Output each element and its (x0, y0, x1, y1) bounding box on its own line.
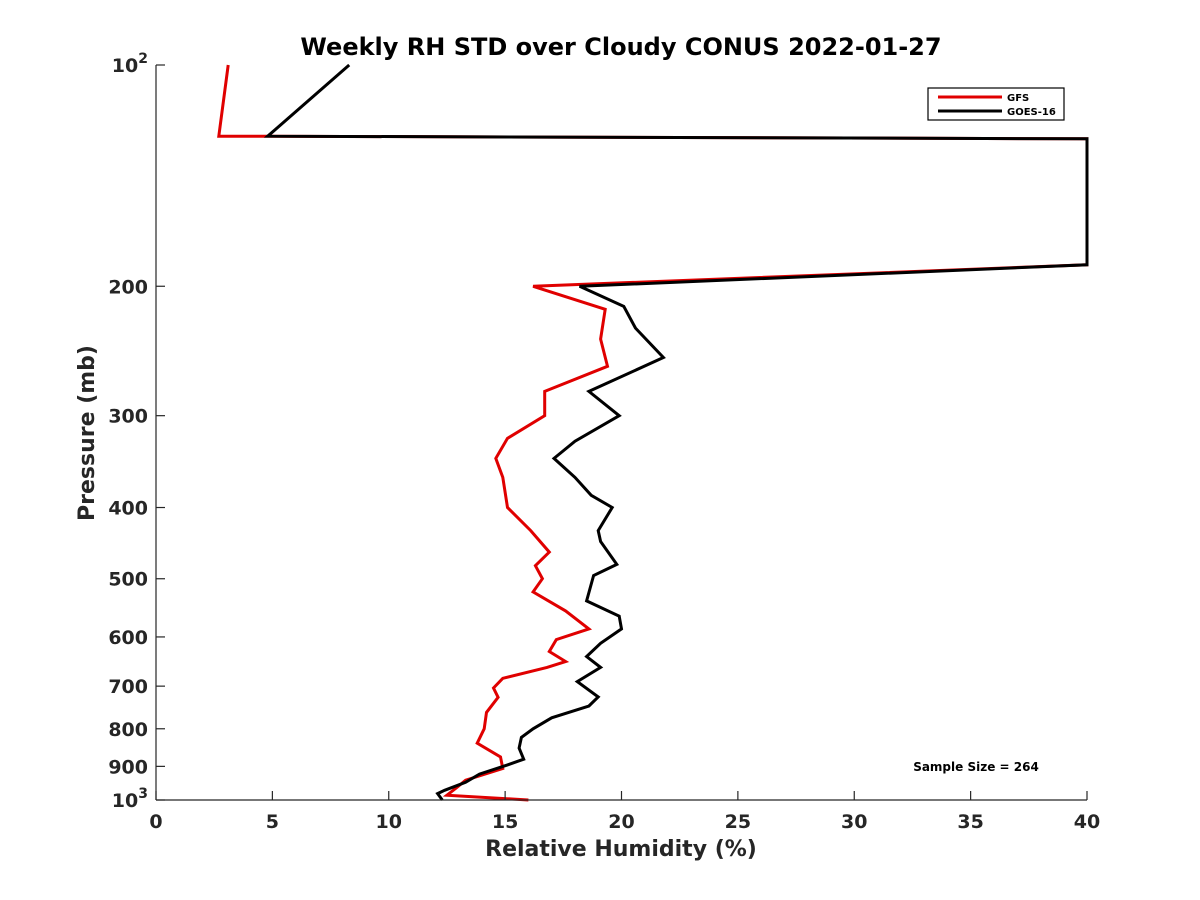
plot-lines (217, 63, 1089, 802)
y-tick-label: 500 (108, 569, 148, 591)
legend-box (927, 87, 1065, 121)
x-tick-label: 10 (376, 811, 402, 833)
x-tick-label: 0 (149, 811, 162, 833)
y-tick-label: 300 (108, 406, 148, 428)
y-tick-label: 400 (108, 498, 148, 520)
series-line-gfs (217, 64, 1089, 802)
x-tick-label: 20 (608, 811, 634, 833)
x-tick-label: 40 (1074, 811, 1100, 833)
x-tick-label: 5 (266, 811, 279, 833)
y-axis-ticks: 102 200 300 400 500 600 700 800 900 103 (108, 51, 165, 812)
y-tick-label: 700 (108, 676, 148, 698)
y-tick-label: 103 (112, 786, 148, 812)
x-tick-label: 25 (725, 811, 751, 833)
legend-label-gfs: GFS (1007, 93, 1029, 104)
y-tick-label: 102 (112, 51, 148, 77)
legend: GFS GOES-16 (927, 87, 1065, 121)
y-tick-label: 900 (108, 756, 148, 778)
y-tick-label: 600 (108, 627, 148, 649)
sample-size-annotation: Sample Size = 264 (913, 760, 1039, 774)
chart-title: Weekly RH STD over Cloudy CONUS 2022-01-… (300, 33, 941, 61)
y-tick-label: 800 (108, 719, 148, 741)
x-axis-label: Relative Humidity (%) (485, 837, 757, 862)
x-tick-label: 35 (957, 811, 983, 833)
x-tick-label: 30 (841, 811, 867, 833)
x-axis-ticks: 0 5 10 15 20 25 30 35 40 (149, 791, 1100, 833)
x-tick-label: 15 (492, 811, 518, 833)
legend-label-goes-16: GOES-16 (1007, 107, 1056, 118)
y-tick-label: 200 (108, 276, 148, 298)
y-axis-label: Pressure (mb) (75, 345, 100, 521)
series-line-goes-16 (263, 63, 1089, 801)
